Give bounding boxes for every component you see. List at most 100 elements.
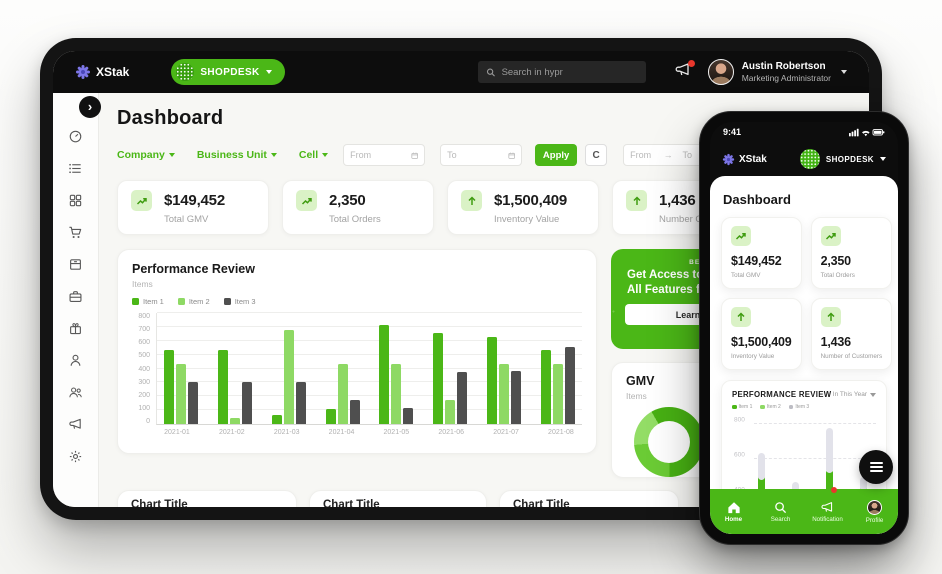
brand-text: XStak [96,65,130,79]
kpi-card-number-of-customers: 1,436 Number of Customers [810,298,893,370]
kpi-card-total-gmv: $149,452 Total GMV [117,180,269,235]
user-menu-caret-icon[interactable] [841,70,847,74]
chart-title-card: Chart Title [499,490,679,507]
range-filter-dropdown[interactable]: In This Year [833,391,876,398]
phone-device: 9:41 [699,111,909,545]
arrow-up-icon [626,190,647,211]
chevron-down-icon [265,70,272,74]
chevron-down-icon [322,153,329,157]
kpi-value: $149,452 [164,192,225,209]
card-title: Chart Title [513,499,570,507]
company-filter[interactable]: Company [117,149,175,161]
apply-button[interactable]: Apply [535,144,578,166]
chart-subtitle: Items [132,279,153,289]
nav-notification[interactable]: Notification [804,486,851,523]
chevron-down-icon [168,153,175,157]
gift-icon[interactable] [68,321,83,336]
bar [445,400,456,424]
phone-content: Dashboard $149,452 Total GMV 2,350 Total… [710,176,898,534]
calendar-icon [508,152,515,159]
bar [487,337,498,424]
bar [540,350,551,424]
nav-home[interactable]: Home [710,501,757,523]
shopdesk-icon [176,63,195,81]
date-range-field[interactable] [630,150,707,160]
trend-up-icon [820,226,841,246]
bar [391,364,402,424]
legend-swatch [132,298,139,305]
megaphone-icon [675,62,689,75]
global-search-input[interactable] [477,61,646,83]
legend-item-1: Item 1 [732,404,752,410]
bar-group-2021-04 [325,313,360,424]
menu-fab-button[interactable] [859,450,893,484]
page-title: Dashboard [723,192,791,207]
date-from-input[interactable] [343,144,426,166]
bottom-cards-row: Chart Title Chart Title Chart Title [117,490,869,507]
card-title: Chart Title [323,499,380,507]
bar [337,364,348,424]
search-field[interactable] [501,66,638,78]
avatar [867,499,882,515]
arrow-up-icon [461,190,482,211]
chart-title-card: Chart Title [117,490,297,507]
phone-top-bar: XStak SHOPDESK [710,142,898,176]
arrow-up-icon [820,307,841,327]
date-to-input[interactable] [440,144,523,166]
user-info: Austin Robertson Marketing Administrator [742,61,831,83]
bar-group-2021-07 [487,313,522,424]
card-title: Chart Title [131,499,188,507]
kpi-value: 1,436 [659,192,696,209]
notifications-button[interactable] [674,59,695,83]
cart-icon[interactable] [68,225,83,240]
kpi-label: Inventory Value [494,214,560,225]
date-to-field[interactable] [447,150,504,160]
shopdesk-icon [799,149,820,169]
bar-chart: 800 700 600 500 400 300 200 100 0 [132,312,582,425]
bar-group-2021-03 [271,313,306,424]
dashboard-icon[interactable] [68,129,83,144]
briefcase-icon[interactable] [68,289,83,304]
bar [283,330,294,424]
kpi-card-total-gmv: $149,452 Total GMV [721,217,802,289]
top-bar: XStak SHOPDESK [53,51,869,93]
announcements-icon[interactable] [68,417,83,432]
performance-xaxis: 2021-01 2021-02 2021-03 2021-04 2021-05 2021-… [164,429,574,436]
trend-up-icon [731,226,751,246]
xstak-logo-icon [722,153,735,165]
user-role: Marketing Administrator [741,72,831,83]
kpi-card-inventory-value: $1,500,409 Inventory Value [447,180,599,235]
nav-search[interactable]: Search [757,501,804,523]
bar [295,381,306,424]
gmv-subtitle: Items [626,391,647,401]
nav-profile[interactable]: Profile [851,499,898,524]
kpi-card-inventory-value: $1,500,409 Inventory Value [721,298,802,370]
customer-icon[interactable] [68,353,83,368]
refresh-button[interactable]: C [585,144,608,166]
kpi-value: $1,500,409 [731,335,792,349]
workspace-switcher-button[interactable]: SHOPDESK [799,149,886,169]
bar-group-2021-02 [217,313,252,424]
status-icons [849,128,885,137]
kpi-value: $1,500,409 [494,192,568,209]
orders-list-icon[interactable] [68,161,83,176]
sidebar: › [53,93,101,507]
settings-icon[interactable] [68,449,83,464]
apps-grid-icon[interactable] [68,193,83,208]
sidebar-expand-button[interactable]: › [79,96,101,118]
legend-item-2: Item 2 [760,404,781,410]
phone-bottom-nav: Home Search Notification Profile [710,486,898,534]
inventory-icon[interactable] [68,257,83,272]
legend-item-3: Item 3 [788,404,809,410]
avatar[interactable] [707,59,734,85]
business-unit-filter[interactable]: Business Unit [197,149,277,161]
legend-item-1: Item 1 [132,297,164,306]
bar [188,381,198,424]
date-from-field[interactable] [350,150,407,160]
workspace-switcher-button[interactable]: SHOPDESK [171,59,285,85]
bar [552,364,563,424]
customers-icon[interactable] [68,385,83,400]
bar [499,364,510,424]
search-icon [775,501,787,513]
cell-filter[interactable]: Cell [299,149,329,161]
